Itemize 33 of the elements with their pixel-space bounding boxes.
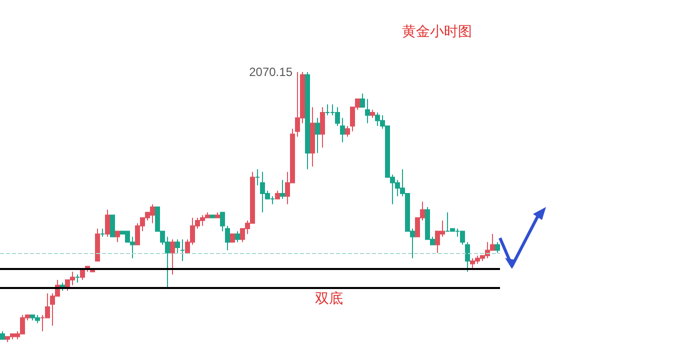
candlestick [305,72,310,170]
candlestick [320,106,325,148]
candlestick [225,225,230,251]
candlestick [170,238,175,275]
candlestick [75,274,80,284]
candlestick [230,234,235,243]
annotation: 双底 [315,291,343,307]
candlestick [310,106,315,167]
candlestick [235,230,240,243]
candlestick [220,212,225,232]
candlestick [315,117,320,154]
candlestick [210,214,215,218]
candlestick [365,98,370,124]
candlestick [0,330,5,340]
candlestick [340,117,345,143]
candlestick [255,168,260,186]
candlestick [360,93,365,108]
candlestick [370,109,375,118]
candlestick [345,126,350,138]
candlestick [215,212,220,218]
candlestick [115,230,120,243]
candlestick [100,228,105,238]
annotation: 2070.15 [249,65,293,79]
candlestick [465,242,470,272]
candlestick [180,238,185,262]
candlestick [95,228,100,262]
chart-title: 黄金小时图 [402,24,472,40]
candlestick [175,238,180,254]
candlestick [280,180,285,200]
candlestick [110,214,115,238]
candlestick [495,242,500,254]
candlestick [105,209,110,238]
candlestick [275,190,280,200]
